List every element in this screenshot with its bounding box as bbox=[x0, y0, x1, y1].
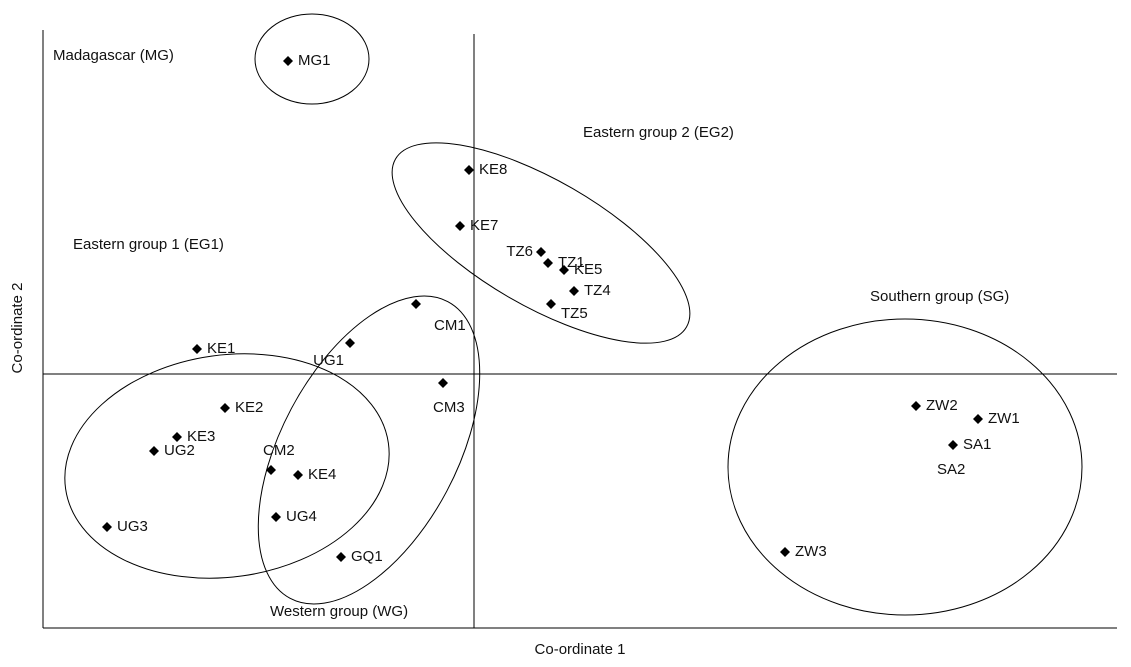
point bbox=[283, 56, 293, 66]
group-ellipse bbox=[64, 353, 390, 579]
point-label: KE2 bbox=[235, 399, 263, 416]
point-label: SA1 bbox=[963, 436, 991, 453]
point bbox=[411, 299, 421, 309]
point bbox=[455, 221, 465, 231]
point-label: UG3 bbox=[117, 518, 148, 535]
point bbox=[911, 401, 921, 411]
point-label: KE5 bbox=[574, 261, 602, 278]
point bbox=[102, 522, 112, 532]
point bbox=[345, 338, 355, 348]
point bbox=[948, 440, 958, 450]
group-label: Southern group (SG) bbox=[870, 288, 1009, 305]
point bbox=[192, 344, 202, 354]
point bbox=[220, 403, 230, 413]
point bbox=[438, 378, 448, 388]
point-label: ZW2 bbox=[926, 397, 958, 414]
point-label: MG1 bbox=[298, 52, 331, 69]
group-label: Eastern group 1 (EG1) bbox=[73, 236, 224, 253]
point-label: CM1 bbox=[434, 317, 466, 334]
group-label: Eastern group 2 (EG2) bbox=[583, 124, 734, 141]
point-label: KE4 bbox=[308, 466, 336, 483]
point bbox=[780, 547, 790, 557]
point-label: UG4 bbox=[286, 508, 317, 525]
point bbox=[948, 440, 958, 450]
group-label: Madagascar (MG) bbox=[53, 47, 174, 64]
point bbox=[336, 552, 346, 562]
point bbox=[149, 446, 159, 456]
point-label: CM3 bbox=[433, 399, 465, 416]
point bbox=[293, 470, 303, 480]
point bbox=[266, 465, 276, 475]
point bbox=[543, 258, 553, 268]
point-label: TZ5 bbox=[561, 305, 588, 322]
point-label: TZ6 bbox=[506, 243, 533, 260]
point-label: KE1 bbox=[207, 340, 235, 357]
group-ellipse bbox=[257, 295, 481, 605]
y-axis-title: Co-ordinate 2 bbox=[9, 283, 26, 374]
point-label: SA2 bbox=[937, 461, 965, 478]
point-label: TZ4 bbox=[584, 282, 611, 299]
point bbox=[973, 414, 983, 424]
group-ellipse bbox=[727, 318, 1083, 616]
point-label: CM2 bbox=[263, 442, 295, 459]
point bbox=[569, 286, 579, 296]
point-label: ZW3 bbox=[795, 543, 827, 560]
group-ellipse bbox=[254, 13, 370, 105]
point bbox=[536, 247, 546, 257]
point-label: ZW1 bbox=[988, 410, 1020, 427]
group-label: Western group (WG) bbox=[270, 603, 408, 620]
group-ellipse bbox=[391, 142, 691, 344]
point-label: GQ1 bbox=[351, 548, 383, 565]
point-label: KE7 bbox=[470, 217, 498, 234]
point-label: KE8 bbox=[479, 161, 507, 178]
point-label: KE3 bbox=[187, 428, 215, 445]
point bbox=[464, 165, 474, 175]
point bbox=[172, 432, 182, 442]
point bbox=[559, 265, 569, 275]
point-label: UG1 bbox=[313, 352, 344, 369]
point-label: UG2 bbox=[164, 442, 195, 459]
point bbox=[271, 512, 281, 522]
x-axis-title: Co-ordinate 1 bbox=[535, 641, 626, 658]
point bbox=[546, 299, 556, 309]
